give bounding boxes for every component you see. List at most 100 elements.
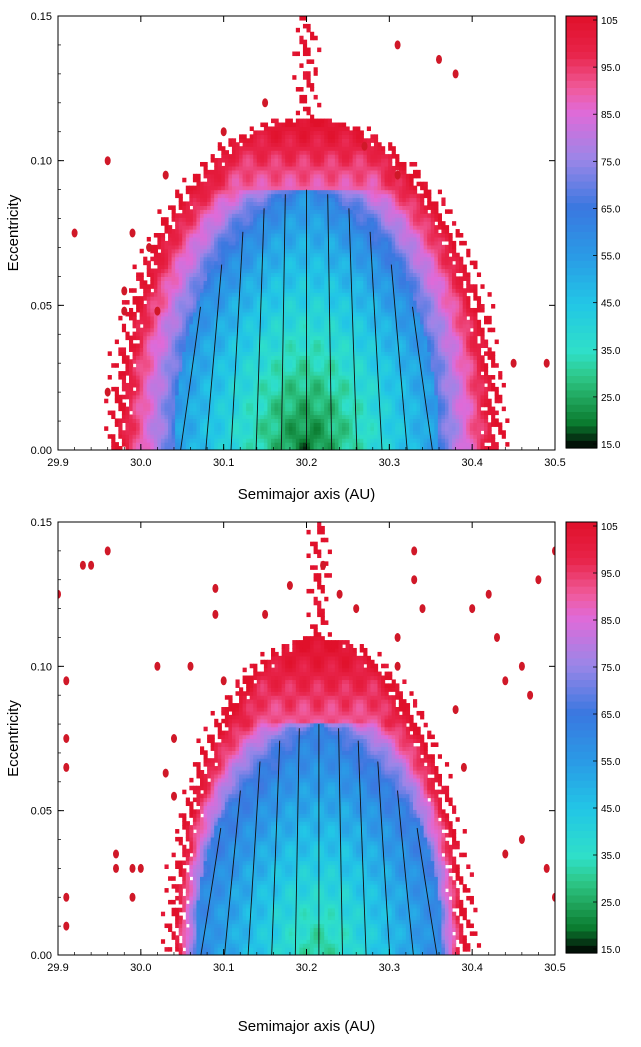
heatmap-cell [260,197,265,203]
heatmap-cell [217,221,222,226]
heatmap-cell [299,382,304,388]
heatmap-cell [228,284,233,289]
heatmap-cell [171,205,176,210]
heatmap-cell [324,292,329,297]
heatmap-cell [320,426,325,431]
heatmap-cell [143,284,148,289]
heatmap-cell [160,371,166,376]
heatmap-cell [342,244,347,250]
heatmap-cell [363,327,368,333]
heatmap-cell [295,264,300,270]
heatmap-cell [306,126,311,132]
heatmap-cell [292,426,297,431]
heatmap-cell [302,378,308,384]
heatmap-cell [324,438,329,443]
heatmap-cell [157,347,162,352]
heatmap-cell [217,173,222,179]
heatmap-cell [160,446,166,450]
heatmap-cell [175,422,180,427]
heatmap-cell [310,118,315,124]
heatmap-cell [338,221,343,226]
heatmap-cell [235,292,240,297]
heatmap-cell [356,229,361,234]
heatmap-cell [352,236,357,242]
heatmap-cell [189,426,194,431]
heatmap-cell [203,442,208,447]
heatmap-cell [224,248,229,254]
heatmap-cell [178,225,183,230]
heatmap-cell [168,371,173,376]
heatmap-cell [299,438,304,443]
heatmap-cell [317,446,322,450]
heatmap-cell [363,426,368,431]
heatmap-cell [242,414,247,420]
heatmap-cell [274,288,279,293]
heatmap-cell [359,201,364,206]
heatmap-cell [235,161,240,167]
heatmap-cell [221,256,226,262]
heatmap-cell [139,414,144,420]
heatmap-cell [299,402,304,408]
heatmap-cell [342,434,347,439]
heatmap-cell [168,335,173,341]
heatmap-cell [310,31,315,37]
heatmap-cell [363,311,368,317]
heatmap-cell [214,173,219,179]
heatmap-cell [306,256,311,262]
heatmap-cell [267,138,272,143]
heatmap-cell [249,268,254,274]
heatmap-cell [356,351,361,356]
heatmap-cell [295,335,300,341]
heatmap-cell [200,233,205,238]
heatmap-cell [263,248,269,254]
heatmap-cell [356,426,361,431]
heatmap-cell [310,430,315,435]
heatmap-cell [310,217,315,222]
heatmap-cell [352,173,357,179]
heatmap-cell [302,39,308,45]
heatmap-cell [356,335,361,341]
heatmap-cell [256,307,261,313]
heatmap-cell [288,296,293,301]
heatmap-cell [150,382,155,388]
heatmap-cell [274,284,279,289]
heatmap-cell [249,272,254,277]
heatmap-cell [178,240,183,246]
heatmap-cell [164,311,169,317]
heatmap-cell [267,201,272,206]
heatmap-cell [185,434,190,439]
heatmap-cell [299,233,304,238]
heatmap-cell [324,197,329,203]
heatmap-cell [118,351,123,356]
heatmap-cell [143,307,148,313]
heatmap-cell [281,177,286,183]
heatmap-cell [214,311,219,317]
heatmap-cell [200,268,205,274]
heatmap-cell [338,161,343,167]
heatmap-cell [263,142,269,147]
heatmap-cell [306,442,311,447]
heatmap-cell [352,307,357,313]
heatmap-cell [175,371,180,376]
heatmap-cell [256,142,261,147]
heatmap-cell [334,327,340,333]
heatmap-cell [175,304,180,309]
heatmap-cell [299,426,304,431]
heatmap-cell [217,315,222,321]
heatmap-cell [249,426,254,431]
heatmap-cell [334,296,340,301]
heatmap-cell [246,438,251,443]
heatmap-cell [221,323,226,329]
heatmap-cell [200,378,205,384]
heatmap-cell [224,264,229,270]
heatmap-cell [256,276,261,281]
heatmap-cell [207,272,212,277]
heatmap-cell [210,390,215,396]
heatmap-cell [143,386,148,392]
heatmap-cell [342,284,347,289]
heatmap-cell [228,264,233,270]
heatmap-cell [221,288,226,293]
heatmap-cell [285,260,290,266]
heatmap-cell [132,319,137,325]
heatmap-cell [132,343,137,349]
